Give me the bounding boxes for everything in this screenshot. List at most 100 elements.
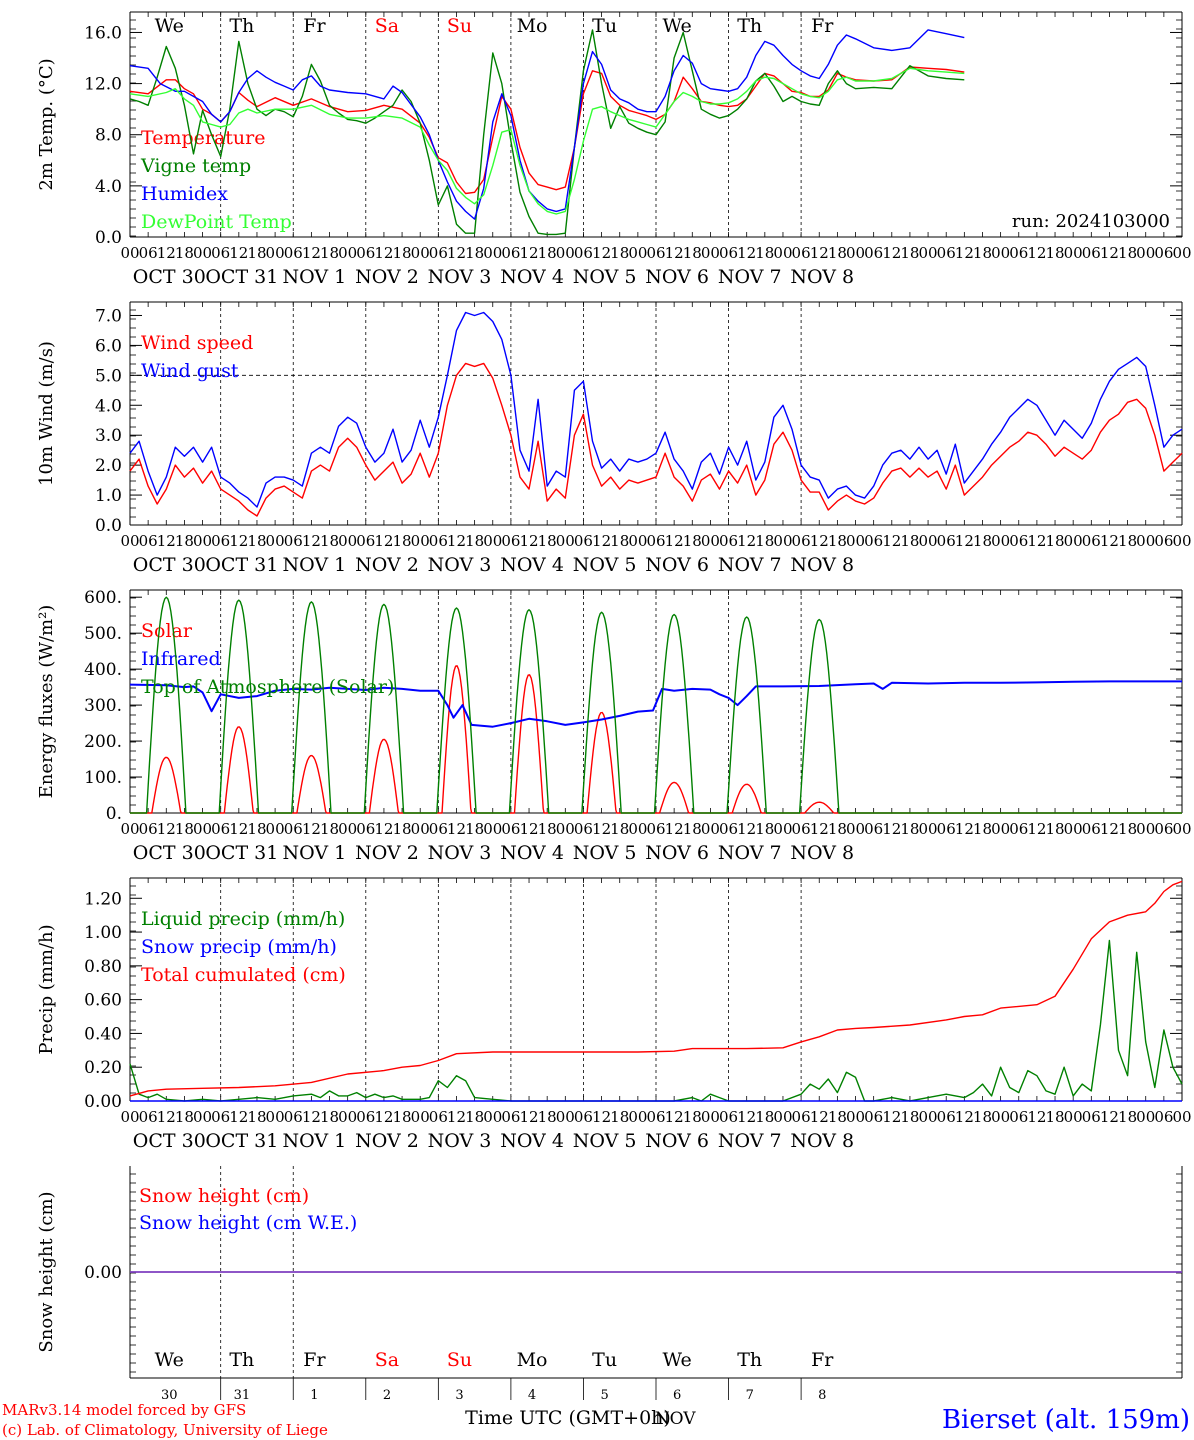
date-label: NOV 7 [718,842,782,864]
date-label: NOV 4 [500,1130,564,1152]
hour-label: 12 [229,820,248,838]
hour-label: 12 [737,532,756,550]
day-number: 3 [455,1388,463,1403]
y-tick-label: 7.0 [95,306,122,326]
hour-label: 00 [701,1108,720,1126]
date-label: NOV 5 [573,842,637,864]
hour-label: 06 [574,244,593,262]
hour-label: 00 [193,244,212,262]
y-tick-label: 1.20 [84,889,122,909]
hour-label: 18 [175,532,194,550]
hour-label: 12 [157,820,176,838]
hour-label: 00 [120,1108,139,1126]
y-axis-label: Precip (mm/h) [36,924,57,1054]
hour-label: 18 [320,532,339,550]
y-tick-label: 4.0 [95,396,122,416]
hour-label: 00 [266,244,285,262]
legend-lightgreen: DewPoint Temp [141,211,292,233]
day-name: We [663,1349,692,1371]
hour-label: 00 [483,1108,502,1126]
hour-label: 18 [538,244,557,262]
hour-label: 18 [610,820,629,838]
hour-label: 06 [1009,820,1028,838]
series-line [129,29,965,220]
hour-label: 00 [1136,1108,1155,1126]
hour-label: 06 [646,1108,665,1126]
hour-label: 12 [229,244,248,262]
hour-label: 12 [447,1108,466,1126]
station-label: Bierset (alt. 159m) [942,1405,1190,1435]
hour-label: 00 [338,1108,357,1126]
date-label: OCT 30 [133,1130,206,1152]
hour-label: 00 [773,820,792,838]
date-label: OCT 30 [133,554,206,576]
hour-label: 00 [773,532,792,550]
hour-label: 06 [574,820,593,838]
hour-label: 12 [302,820,321,838]
hour-label: 12 [882,1108,901,1126]
hour-label: 18 [320,820,339,838]
panel-precip: 0.00 0.20 0.40 0.60 0.80 1.00 1.20 Precip (mm/h… [36,877,1192,1152]
hour-label: 06 [429,244,448,262]
date-label: OCT 30 [133,266,206,288]
hour-label: 18 [393,532,412,550]
y-tick-label: 500. [84,624,122,644]
hour-label: 18 [465,1108,484,1126]
day-number: 5 [600,1388,608,1403]
hour-label: 00 [483,820,502,838]
hour-label: 18 [1045,244,1064,262]
hour-label: 00 [1064,244,1083,262]
day-name: We [155,1349,184,1371]
series-line [129,311,1183,508]
hour-label: 18 [320,244,339,262]
hour-label: 00 [1136,820,1155,838]
y-tick-label: 600. [84,588,122,608]
date-label: NOV 7 [718,266,782,288]
day-name: Th [737,15,762,37]
hour-label: 12 [157,244,176,262]
hour-label: 00 [628,820,647,838]
date-label: NOV 1 [283,266,347,288]
hour-label: 12 [1027,1108,1046,1126]
hour-label: 18 [1118,244,1137,262]
y-tick-label: 0.80 [84,957,122,977]
day-name: We [155,15,184,37]
hour-label: 00 [1064,820,1083,838]
hour-label: 00 [338,244,357,262]
y-tick-label: 0.60 [84,991,122,1011]
series-line [129,29,965,236]
panel-wind: 0.0 1.0 2.0 3.0 4.0 5.0 6.0 7.0 10m Wind (m/s) 00… [36,301,1192,576]
hour-label: 18 [465,532,484,550]
day-name: Tu [592,1349,617,1371]
day-name: Tu [592,15,617,37]
day-number: 30 [161,1388,178,1403]
hour-label: 06 [719,532,738,550]
hour-label: 12 [882,244,901,262]
panel-energy: 0. 100. 200. 300. 400. 500. 600. Energy fluxes … [36,588,1192,864]
hour-label: 06 [356,820,375,838]
hour-label: 00 [991,820,1010,838]
hour-label: 12 [665,532,684,550]
date-label: OCT 30 [133,842,206,864]
hour-label: 18 [610,532,629,550]
hour-label: 00 [483,244,502,262]
hour-label: 00 [266,820,285,838]
legend-blue: Humidex [141,183,228,205]
day-number: 7 [746,1388,754,1403]
hour-label: 12 [592,820,611,838]
hour-label: 06 [501,820,520,838]
day-number: 31 [234,1388,251,1403]
hour-label: 12 [519,820,538,838]
legend-red: Temperature [141,127,265,149]
day-name: Th [737,1349,762,1371]
date-label: NOV 6 [645,554,709,576]
hour-label: 00 [556,532,575,550]
hour-label: 12 [955,532,974,550]
panel-snow: 0.00 Snow height (cm) Snow height (cm) Snow… [36,1166,1183,1378]
hour-label: 00 [919,820,938,838]
legend-blue: Snow height (cm W.E.) [139,1212,357,1234]
hour-label: 06 [284,532,303,550]
legend-red: Solar [141,620,193,642]
hour-label: 06 [139,244,158,262]
hour-label: 06 [864,532,883,550]
